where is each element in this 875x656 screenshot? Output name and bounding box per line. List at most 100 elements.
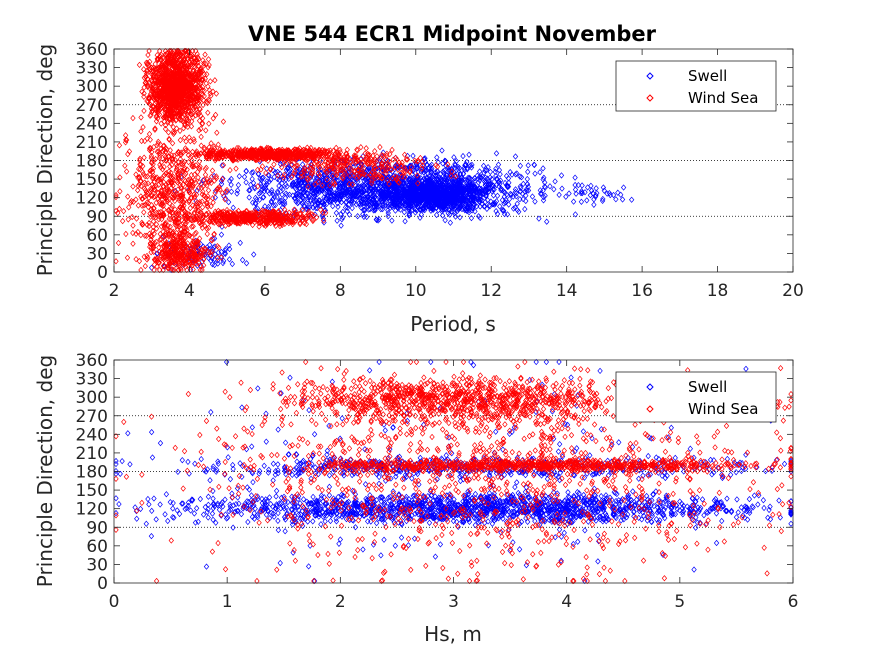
swell-point (327, 192, 333, 200)
swell-point (451, 169, 457, 176)
swell-point (338, 191, 345, 199)
swell-point (469, 161, 475, 169)
swell-point (449, 208, 455, 215)
swell-point (480, 190, 486, 198)
swell-point (365, 206, 372, 213)
swell-point (299, 200, 306, 207)
swell-point (358, 160, 364, 167)
swell-point (296, 178, 302, 186)
swell-point (315, 199, 321, 206)
swell-point (351, 193, 357, 200)
swell-point (544, 218, 550, 225)
swell-point (466, 151, 472, 158)
swell-point (295, 200, 301, 207)
swell-point (484, 175, 491, 182)
swell-point (344, 187, 351, 194)
swell-point (552, 178, 558, 185)
swell-point (234, 187, 241, 194)
swell-point (482, 198, 488, 206)
swell-point (479, 173, 486, 180)
swell-point (266, 178, 272, 185)
swell-point (279, 180, 285, 187)
swell-point (394, 181, 401, 188)
swell-point (249, 169, 255, 176)
swell-point (542, 179, 548, 186)
swell-point (504, 182, 511, 190)
swell-point (276, 182, 282, 190)
swell-point (388, 194, 394, 201)
swell-point (447, 219, 454, 226)
swell-point (516, 208, 522, 215)
swell-point (250, 199, 256, 206)
swell-point (263, 180, 270, 188)
swell-point (428, 175, 434, 183)
swell-point (510, 205, 517, 212)
swell-point (384, 167, 390, 174)
swell-point (508, 191, 515, 198)
swell-point (517, 188, 523, 195)
swell-point (317, 197, 323, 204)
swell-point (350, 186, 356, 193)
swell-point (260, 193, 267, 201)
swell-point (247, 186, 253, 194)
swell-point (301, 188, 308, 195)
swell-point (218, 177, 225, 185)
swell-point (354, 186, 360, 194)
swell-point (503, 172, 510, 180)
swell-point (308, 184, 314, 192)
swell-point (364, 190, 370, 198)
swell-point (387, 204, 393, 212)
swell-point (268, 198, 275, 205)
swell-point (466, 187, 473, 195)
swell-point (391, 188, 398, 195)
swell-point (442, 217, 448, 224)
swell-point (234, 190, 240, 197)
swell-point (343, 199, 349, 206)
swell-point (456, 164, 463, 172)
swell-point (524, 181, 531, 188)
swell-point (341, 175, 347, 182)
swell-point (280, 200, 286, 208)
swell-point (457, 214, 463, 221)
swell-point (375, 185, 382, 192)
swell-point (365, 175, 371, 182)
swell-point (494, 210, 501, 218)
swell-point (284, 165, 291, 173)
swell-point (443, 174, 449, 181)
swell-point (522, 205, 528, 213)
swell-point (375, 179, 381, 187)
swell-point (448, 201, 454, 208)
swell-point (474, 189, 480, 196)
swell-point (507, 190, 513, 198)
swell-point (441, 167, 448, 174)
swell-point (453, 158, 460, 165)
swell-point (319, 187, 326, 194)
swell-point (249, 175, 255, 183)
swell-point (441, 175, 448, 182)
swell-point (523, 192, 529, 199)
swell-point (338, 190, 345, 197)
swell-point (303, 170, 310, 177)
swell-point (404, 188, 410, 195)
swell-point (531, 161, 538, 169)
swell-point (361, 182, 367, 189)
swell-point (451, 208, 457, 215)
swell-point (309, 185, 316, 193)
swell-point (359, 182, 366, 189)
swell-point (309, 188, 315, 195)
swell-point (284, 165, 291, 172)
swell-point (325, 192, 331, 200)
swell-point (311, 195, 317, 202)
swell-point (442, 157, 449, 165)
swell-point (311, 185, 318, 192)
swell-point (407, 165, 413, 172)
swell-point (272, 201, 279, 209)
swell-point (385, 213, 391, 220)
swell-point (487, 203, 493, 210)
swell-point (389, 217, 395, 224)
swell-point (414, 165, 421, 172)
swell-point (478, 188, 485, 196)
swell-point (525, 187, 532, 194)
swell-point (537, 169, 543, 176)
swell-point (394, 187, 400, 194)
